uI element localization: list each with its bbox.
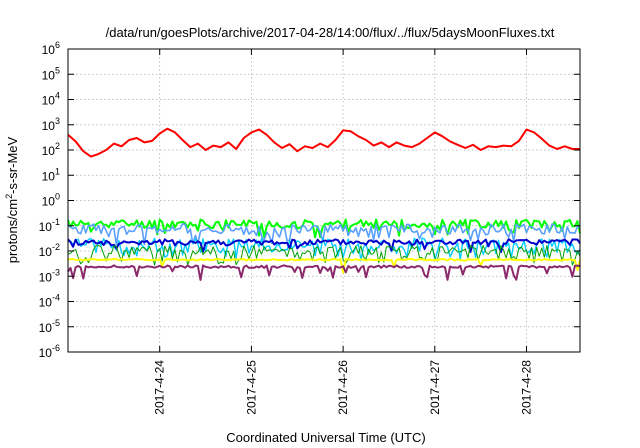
series-line-6 (67, 258, 581, 274)
series-line-2 (67, 223, 581, 246)
x-axis-label: Coordinated Universal Time (UTC) (226, 430, 425, 445)
series-line-0 (67, 127, 580, 158)
series-line-7 (67, 264, 581, 281)
x-tick-label: 2017-4-24 (153, 360, 167, 415)
y-tick-label: 10-1 (39, 217, 60, 234)
y-tick-label: 104 (42, 91, 60, 108)
y-tick-label: 10-3 (39, 267, 60, 284)
x-tick-label: 2017-4-25 (244, 360, 258, 415)
x-tick-label: 2017-4-26 (336, 360, 350, 415)
axes: 10-6 10-5 10-4 10-3 10-2 10-1 100 101 102 103 104 1… (39, 40, 581, 415)
grid-lines (68, 49, 580, 352)
y-tick-label: 105 (42, 65, 60, 82)
series-line-3 (67, 237, 581, 262)
x-tick-label: 2017-4-28 (520, 360, 534, 415)
series-line-4 (67, 238, 581, 253)
series-line-1 (67, 218, 581, 239)
series-lines (67, 127, 581, 281)
y-tick-label: 10-5 (39, 318, 60, 335)
y-tick-label: 101 (42, 166, 60, 183)
series-line-5 (67, 245, 581, 266)
y-axis-label: protons/cm2-s-sr-MeV (4, 136, 20, 263)
chart-title: /data/run/goesPlots/archive/2017-04-28/1… (106, 25, 555, 40)
x-tick-label: 2017-4-27 (428, 360, 442, 415)
y-tick-label: 103 (42, 116, 60, 133)
plot-frame (67, 48, 581, 353)
y-tick-label: 10-2 (39, 242, 60, 259)
y-tick-label: 10-6 (39, 343, 60, 360)
y-tick-label: 106 (42, 40, 60, 57)
y-tick-label: 100 (42, 192, 60, 209)
y-tick-label: 102 (42, 141, 60, 158)
y-tick-label: 10-4 (39, 293, 60, 310)
